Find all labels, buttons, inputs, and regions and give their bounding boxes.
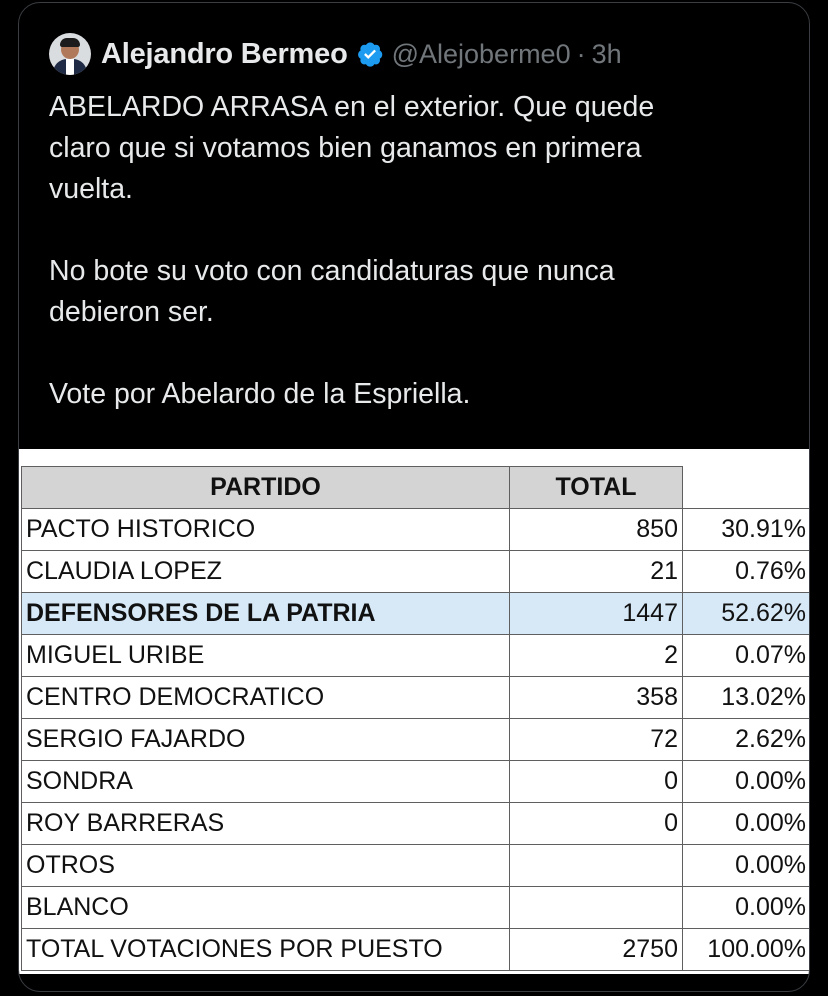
total-cell: 850 xyxy=(509,508,683,551)
total-cell xyxy=(509,886,683,929)
tweet-card[interactable]: Alejandro Bermeo @Alejoberme0 · 3h ABELA… xyxy=(18,2,810,992)
header-percent xyxy=(682,466,809,509)
party-cell: CLAUDIA LOPEZ xyxy=(21,550,510,593)
header-total: TOTAL xyxy=(509,466,683,509)
total-cell: 358 xyxy=(509,676,683,719)
tweet-text-line: Vote por Abelardo de la Espriella. xyxy=(49,378,471,410)
percent-cell: 0.76% xyxy=(682,550,809,593)
author-avatar[interactable] xyxy=(49,33,91,75)
total-cell: 2750 xyxy=(509,928,683,971)
tweet-timestamp[interactable]: 3h xyxy=(591,38,622,69)
tweet-text-line: claro que si votamos bien ganamos en pri… xyxy=(49,132,642,164)
party-cell: CENTRO DEMOCRATICO xyxy=(21,676,510,719)
table-header-row: PARTIDO TOTAL xyxy=(21,466,809,509)
table-row: SONDRA 0 0.00% xyxy=(21,760,809,803)
total-cell: 1447 xyxy=(509,592,683,635)
percent-cell: 2.62% xyxy=(682,718,809,761)
party-cell: DEFENSORES DE LA PATRIA xyxy=(21,592,510,635)
table-row: DEFENSORES DE LA PATRIA 1447 52.62% xyxy=(21,592,809,635)
percent-cell: 0.00% xyxy=(682,886,809,929)
table-row: BLANCO 0.00% xyxy=(21,886,809,929)
results-table: PARTIDO TOTAL PACTO HISTORICO 850 30.91% CL… xyxy=(21,466,809,971)
total-cell: 72 xyxy=(509,718,683,761)
party-cell: TOTAL VOTACIONES POR PUESTO xyxy=(21,928,510,971)
author-handle[interactable]: @Alejoberme0 xyxy=(391,38,571,69)
tweet-text: ABELARDO ARRASA en el exterior. Que qued… xyxy=(49,87,789,415)
party-cell: PACTO HISTORICO xyxy=(21,508,510,551)
percent-cell: 52.62% xyxy=(682,592,809,635)
table-row: OTROS 0.00% xyxy=(21,844,809,887)
attached-image-table[interactable]: PARTIDO TOTAL PACTO HISTORICO 850 30.91% CL… xyxy=(19,449,809,974)
percent-cell: 0.07% xyxy=(682,634,809,677)
total-cell: 0 xyxy=(509,760,683,803)
tweet-text-line: No bote su voto con candidaturas que nun… xyxy=(49,255,615,287)
total-cell: 0 xyxy=(509,802,683,845)
header-partido: PARTIDO xyxy=(21,466,510,509)
percent-cell: 0.00% xyxy=(682,802,809,845)
total-cell xyxy=(509,844,683,887)
verified-badge-icon xyxy=(357,42,382,67)
tweet-text-line: debieron ser. xyxy=(49,296,214,328)
party-cell: SONDRA xyxy=(21,760,510,803)
party-cell: MIGUEL URIBE xyxy=(21,634,510,677)
table-row: TOTAL VOTACIONES POR PUESTO 2750 100.00% xyxy=(21,928,809,971)
party-cell: BLANCO xyxy=(21,886,510,929)
percent-cell: 0.00% xyxy=(682,760,809,803)
table-row: MIGUEL URIBE 2 0.07% xyxy=(21,634,809,677)
table-row: PACTO HISTORICO 850 30.91% xyxy=(21,508,809,551)
tweet-text-line: ABELARDO ARRASA en el exterior. Que qued… xyxy=(49,91,655,123)
table-row: CENTRO DEMOCRATICO 358 13.02% xyxy=(21,676,809,719)
party-cell: ROY BARRERAS xyxy=(21,802,510,845)
total-cell: 21 xyxy=(509,550,683,593)
party-cell: SERGIO FAJARDO xyxy=(21,718,510,761)
party-cell: OTROS xyxy=(21,844,510,887)
author-name[interactable]: Alejandro Bermeo xyxy=(101,37,348,70)
table-row: ROY BARRERAS 0 0.00% xyxy=(21,802,809,845)
percent-cell: 13.02% xyxy=(682,676,809,719)
total-cell: 2 xyxy=(509,634,683,677)
tweet-header: Alejandro Bermeo @Alejoberme0 · 3h xyxy=(49,31,622,77)
table-row: CLAUDIA LOPEZ 21 0.76% xyxy=(21,550,809,593)
separator-dot: · xyxy=(576,38,586,69)
tweet-text-line: vuelta. xyxy=(49,173,133,205)
percent-cell: 30.91% xyxy=(682,508,809,551)
percent-cell: 100.00% xyxy=(682,928,809,971)
table-row: SERGIO FAJARDO 72 2.62% xyxy=(21,718,809,761)
percent-cell: 0.00% xyxy=(682,844,809,887)
